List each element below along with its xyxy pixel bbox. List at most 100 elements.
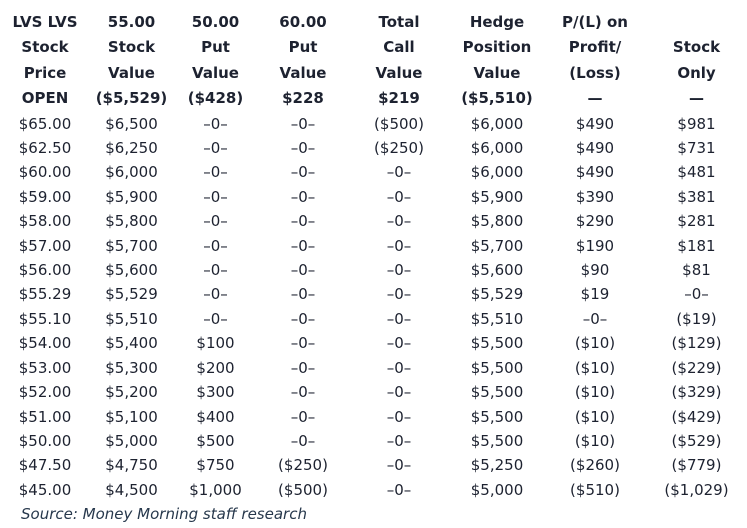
column-header-cell: P/(L) on — [562, 13, 628, 31]
table-cell: –0– — [203, 236, 228, 255]
table-cell: ($250) — [374, 139, 424, 158]
table-row: $53.00 $5,300 $200 –0– –0– $5,500 ($10) ($229) — [0, 356, 747, 380]
table-header: LVS LVS 55.00 50.00 60.00 Total Hedge P/(L) on… — [0, 10, 747, 112]
table-cell: $59.00 — [18, 187, 72, 206]
table-cell: $181 — [677, 236, 716, 255]
column-header-cell: 55.00 — [107, 13, 156, 31]
table-cell: $5,500 — [470, 358, 524, 377]
table-cell: ($229) — [671, 358, 722, 377]
table-cell: $750 — [196, 456, 235, 475]
table-cell: $52.00 — [18, 383, 72, 402]
source-note: Source: Money Morning staff research — [21, 505, 307, 524]
column-header-cell: $219 — [378, 89, 420, 108]
column-header-cell: Put — [201, 38, 230, 57]
column-header-cell: Profit/ — [568, 38, 622, 57]
table-cell: –0– — [203, 187, 228, 206]
table-cell: $481 — [677, 163, 716, 182]
table-cell: ($260) — [570, 456, 620, 475]
table-cell: $56.00 — [18, 261, 72, 280]
column-header-cell: Hedge — [469, 13, 525, 31]
table-cell: $5,300 — [105, 358, 158, 377]
table-cell: –0– — [386, 480, 412, 499]
table-cell: ($10) — [574, 407, 616, 426]
column-header-cell: Value — [192, 63, 239, 82]
table-cell: $57.00 — [18, 236, 72, 255]
table-cell: –0– — [386, 358, 412, 377]
table-cell: $6,000 — [470, 139, 524, 158]
table-cell: $65.00 — [18, 114, 72, 133]
table-row: $65.00 $6,500 –0– –0– ($500) $6,000 $490 $981 — [0, 112, 747, 136]
table-cell: ($510) — [570, 480, 620, 499]
table-row: $56.00 $5,600 –0– –0– –0– $5,600 $90 $81 — [0, 258, 747, 282]
table-cell: $5,510 — [105, 309, 158, 328]
table-cell: –0– — [290, 212, 316, 231]
table-cell: $5,529 — [470, 285, 524, 304]
table-cell: $5,400 — [105, 334, 158, 353]
table-cell: $5,900 — [470, 187, 524, 206]
table-cell: ($10) — [574, 358, 616, 377]
table-cell: –0– — [582, 309, 608, 328]
table-cell: –0– — [203, 309, 228, 328]
table-cell: –0– — [203, 114, 228, 133]
table-cell: $19 — [580, 285, 610, 304]
column-header-cell: ($428) — [187, 89, 244, 108]
table-cell: ($10) — [574, 334, 616, 353]
table-row: $50.00 $5,000 $500 –0– –0– $5,500 ($10) ($529) — [0, 429, 747, 453]
table-cell: –0– — [203, 139, 228, 158]
table-cell: $5,529 — [105, 285, 158, 304]
column-header-cell: Position — [462, 38, 532, 57]
table-cell: $5,700 — [105, 236, 158, 255]
table-cell: $490 — [575, 114, 615, 133]
column-header-cell: $228 — [282, 89, 324, 108]
table-cell: ($779) — [671, 456, 722, 475]
table-cell: $290 — [575, 212, 615, 231]
table-cell: $5,900 — [105, 187, 158, 206]
table-cell: –0– — [386, 261, 412, 280]
table-cell: $47.50 — [18, 456, 72, 475]
table-cell: $45.00 — [18, 480, 72, 499]
column-header-cell: Only — [677, 63, 716, 82]
table-cell: –0– — [290, 309, 316, 328]
table-row: $57.00 $5,700 –0– –0– –0– $5,700 $190 $181 — [0, 234, 747, 258]
table-cell: $6,000 — [470, 163, 524, 182]
table-cell: $190 — [575, 236, 615, 255]
table-cell: $55.10 — [18, 309, 72, 328]
table-row: $58.00 $5,800 –0– –0– –0– $5,800 $290 $281 — [0, 209, 747, 233]
table-cell: –0– — [386, 163, 412, 182]
table-cell: –0– — [386, 334, 412, 353]
table-cell: $5,510 — [470, 309, 524, 328]
table-cell: $53.00 — [18, 358, 72, 377]
column-header-cell: Total — [378, 13, 420, 31]
header-row: LVS LVS 55.00 50.00 60.00 Total Hedge P/(L) on — [0, 10, 747, 35]
table-cell: $5,500 — [470, 383, 524, 402]
column-header-cell: Stock — [107, 38, 156, 57]
table-cell: ($1,029) — [664, 480, 729, 499]
table-cell: $281 — [677, 212, 716, 231]
header-row: OPEN ($5,529) ($428) $228 $219 ($5,510) — — — [0, 86, 747, 111]
table-row: $47.50 $4,750 $750 ($250) –0– $5,250 ($260) ($7… — [0, 453, 747, 477]
column-header-cell: Value — [108, 63, 155, 82]
table-cell: –0– — [290, 358, 316, 377]
table-cell: ($329) — [671, 383, 722, 402]
table-cell: –0– — [290, 139, 316, 158]
table-cell: ($429) — [671, 407, 722, 426]
table-cell: $731 — [677, 139, 716, 158]
table-cell: $62.50 — [18, 139, 72, 158]
table-cell: –0– — [386, 285, 412, 304]
table-cell: $1,000 — [189, 480, 242, 499]
table-row: $54.00 $5,400 $100 –0– –0– $5,500 ($10) ($129) — [0, 331, 747, 355]
table-cell: $5,100 — [105, 407, 158, 426]
table-cell: $54.00 — [18, 334, 72, 353]
table-cell: –0– — [386, 309, 412, 328]
column-header-cell: 50.00 — [191, 13, 240, 31]
table-cell: $50.00 — [18, 431, 72, 450]
table-cell: –0– — [386, 236, 412, 255]
table-cell: $6,250 — [105, 139, 158, 158]
table-cell: $490 — [575, 139, 615, 158]
table-cell: $5,600 — [105, 261, 158, 280]
table-cell: ($10) — [574, 431, 616, 450]
table-body: $65.00 $6,500 –0– –0– ($500) $6,000 $490 $981 $6… — [0, 112, 747, 503]
table-cell: –0– — [203, 163, 228, 182]
column-header-cell: ($5,510) — [461, 89, 533, 108]
